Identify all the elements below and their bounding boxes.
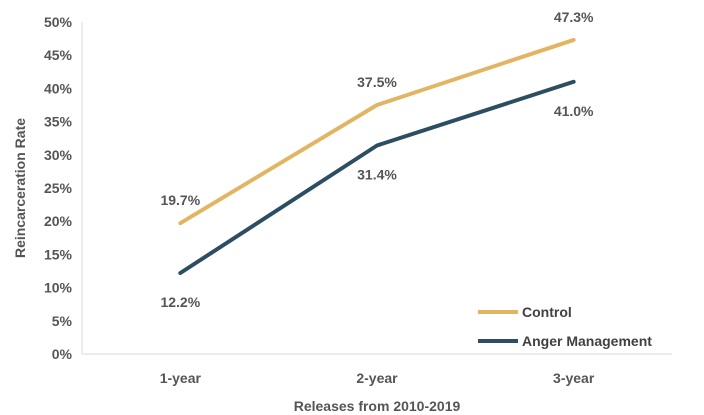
legend-label-anger-management: Anger Management — [522, 333, 652, 349]
data-label-control: 19.7% — [160, 192, 200, 208]
x-tick-labels: 1-year 2-year 3-year — [160, 370, 595, 386]
legend-label-control: Control — [522, 304, 572, 320]
data-label-control: 37.5% — [357, 74, 397, 90]
axes — [81, 22, 672, 355]
y-tick-label: 30% — [44, 147, 73, 163]
y-axis-title: Reincarceration Rate — [12, 118, 28, 258]
legend: Control Anger Management — [478, 304, 652, 349]
y-tick-label: 25% — [44, 180, 73, 196]
data-labels: 19.7% 37.5% 47.3% 12.2% 31.4% 41.0% — [160, 9, 594, 310]
x-axis-title: Releases from 2010-2019 — [294, 398, 461, 414]
y-tick-label: 20% — [44, 213, 73, 229]
data-label-control: 47.3% — [554, 9, 594, 25]
y-tick-label: 50% — [44, 14, 73, 30]
data-label-anger-management: 41.0% — [554, 103, 594, 119]
y-tick-label: 35% — [44, 114, 73, 130]
series-line-anger-management — [178, 79, 576, 275]
x-tick-label: 1-year — [160, 370, 202, 386]
y-tick-label: 45% — [44, 47, 73, 63]
y-tick-label: 40% — [44, 80, 73, 96]
data-label-anger-management: 31.4% — [357, 167, 397, 183]
series-lines — [178, 37, 576, 275]
x-tick-label: 2-year — [356, 370, 398, 386]
y-tick-labels: 0% 5% 10% 15% 20% 25% 30% 35% 40% 45% 50% — [44, 14, 73, 362]
y-tick-label: 10% — [44, 280, 73, 296]
x-tick-label: 3-year — [553, 370, 595, 386]
series-line-control — [178, 37, 576, 226]
y-tick-label: 15% — [44, 246, 73, 262]
y-tick-label: 0% — [52, 346, 73, 362]
y-tick-label: 5% — [52, 313, 73, 329]
data-label-anger-management: 12.2% — [160, 294, 200, 310]
